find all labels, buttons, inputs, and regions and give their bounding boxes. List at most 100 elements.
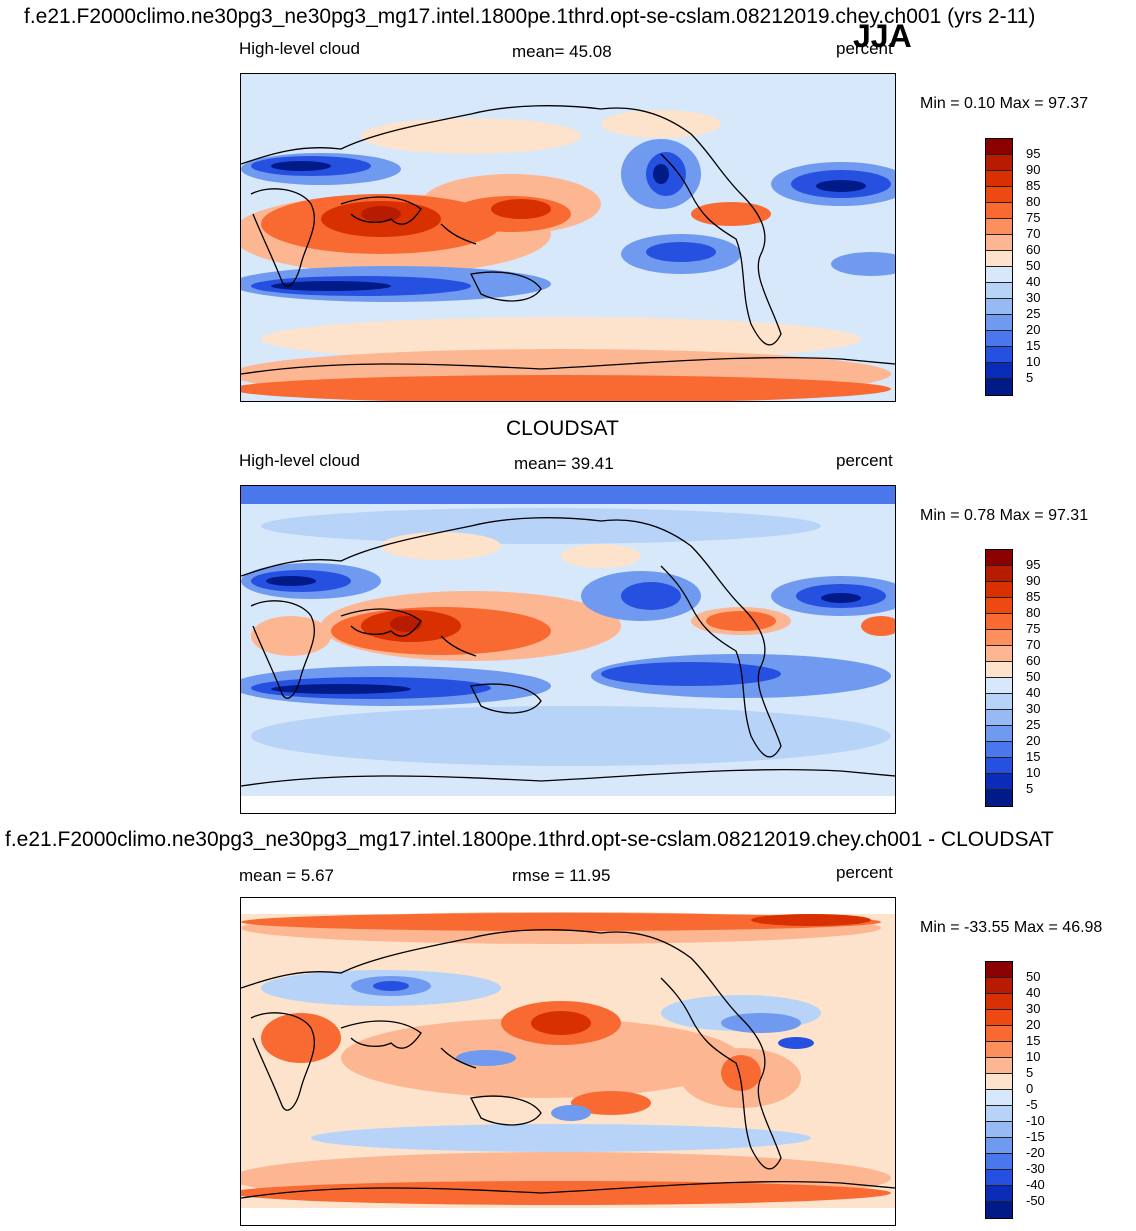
colorbar-tick-label: 50: [1026, 258, 1041, 273]
colorbar-swatch: [986, 139, 1012, 155]
colorbar-swatch: [986, 1026, 1012, 1042]
colorbar-tick-label: 15: [1026, 1033, 1041, 1048]
colorbar-swatch: [986, 630, 1012, 646]
panel2-title: CLOUDSAT: [506, 417, 619, 440]
colorbar-tick-label: 75: [1026, 621, 1041, 636]
panel3-minmax: Min = -33.55 Max = 46.98: [920, 919, 1103, 936]
colorbar-swatch: [986, 379, 1012, 395]
colorbar-swatch: [986, 662, 1012, 678]
colorbar-swatch: [986, 1154, 1012, 1170]
colorbar-swatch: [986, 283, 1012, 299]
map-cloudsat-high-cloud: [240, 485, 896, 814]
colorbar-swatch: [986, 598, 1012, 614]
panel1-minmax: Min = 0.10 Max = 97.37: [920, 95, 1089, 112]
colorbar-tick-label: 90: [1026, 162, 1041, 177]
panel2-minmax: Min = 0.78 Max = 97.31: [920, 507, 1089, 524]
colorbar-tick-label: 20: [1026, 322, 1041, 337]
panel2-units: percent: [836, 451, 893, 470]
colorbar-swatch: [986, 363, 1012, 379]
colorbar-swatch: [986, 566, 1012, 582]
colorbar-tick-label: 90: [1026, 573, 1041, 588]
colorbar-model: [985, 138, 1013, 396]
colorbar-tick-label: 85: [1026, 178, 1041, 193]
colorbar-tick-label: 40: [1026, 685, 1041, 700]
colorbar-swatch: [986, 331, 1012, 347]
colorbar-tick-label: 10: [1026, 354, 1041, 369]
map-difference-high-cloud: [240, 897, 896, 1226]
colorbar-tick-label: -10: [1026, 1113, 1045, 1128]
colorbar-tick-label: -50: [1026, 1193, 1045, 1208]
colorbar-tick-label: 40: [1026, 985, 1041, 1000]
colorbar-tick-label: 50: [1026, 969, 1041, 984]
colorbar-swatch: [986, 1074, 1012, 1090]
colorbar-tick-label: 30: [1026, 701, 1041, 716]
panel3-rmse: rmse = 11.95: [512, 866, 611, 885]
colorbar-tick-label: 25: [1026, 306, 1041, 321]
colorbar-swatch: [986, 758, 1012, 774]
colorbar-tick-label: 70: [1026, 637, 1041, 652]
colorbar-tick-label: -30: [1026, 1161, 1045, 1176]
colorbar-tick-label: 25: [1026, 717, 1041, 732]
colorbar-swatch: [986, 550, 1012, 566]
colorbar-tick-label: 20: [1026, 733, 1041, 748]
colorbar-swatch: [986, 235, 1012, 251]
colorbar-swatch: [986, 1010, 1012, 1026]
colorbar-swatch: [986, 994, 1012, 1010]
colorbar-swatch: [986, 1138, 1012, 1154]
colorbar-tick-label: 5: [1026, 370, 1034, 385]
colorbar-tick-label: 85: [1026, 589, 1041, 604]
colorbar-tick-label: 15: [1026, 749, 1041, 764]
colorbar-swatch: [986, 1058, 1012, 1074]
colorbar-swatch: [986, 347, 1012, 363]
colorbar-swatch: [986, 1122, 1012, 1138]
colorbar-swatch: [986, 962, 1012, 978]
colorbar-tick-label: 80: [1026, 605, 1041, 620]
colorbar-swatch: [986, 710, 1012, 726]
colorbar-swatch: [986, 1090, 1012, 1106]
map-model-high-cloud: [240, 73, 896, 402]
colorbar-tick-label: 10: [1026, 765, 1041, 780]
colorbar-tick-label: 15: [1026, 338, 1041, 353]
colorbar-swatch: [986, 219, 1012, 235]
colorbar-tick-label: -20: [1026, 1145, 1045, 1160]
colorbar-swatch: [986, 582, 1012, 598]
colorbar-swatch: [986, 790, 1012, 806]
colorbar-swatch: [986, 1106, 1012, 1122]
colorbar-swatch: [986, 187, 1012, 203]
panel2-variable: High-level cloud: [239, 451, 360, 470]
colorbar-tick-label: 80: [1026, 194, 1041, 209]
colorbar-tick-label: 70: [1026, 226, 1041, 241]
panel1-units: percent: [836, 39, 893, 58]
colorbar-swatch: [986, 614, 1012, 630]
colorbar-tick-label: 60: [1026, 653, 1041, 668]
colorbar-swatch: [986, 1202, 1012, 1218]
colorbar-tick-label: 60: [1026, 242, 1041, 257]
colorbar-swatch: [986, 694, 1012, 710]
colorbar-tick-label: -40: [1026, 1177, 1045, 1192]
colorbar-tick-label: 10: [1026, 1049, 1041, 1064]
colorbar-tick-label: 95: [1026, 146, 1041, 161]
colorbar-tick-label: 30: [1026, 290, 1041, 305]
colorbar-swatch: [986, 678, 1012, 694]
colorbar-tick-label: 30: [1026, 1001, 1041, 1016]
colorbar-tick-label: -15: [1026, 1129, 1045, 1144]
panel3-units: percent: [836, 863, 893, 882]
colorbar-tick-label: 0: [1026, 1081, 1034, 1096]
colorbar-tick-label: 20: [1026, 1017, 1041, 1032]
colorbar-swatch: [986, 646, 1012, 662]
colorbar-swatch: [986, 203, 1012, 219]
colorbar-swatch: [986, 267, 1012, 283]
colorbar-tick-label: 95: [1026, 557, 1041, 572]
colorbar-cloudsat: [985, 549, 1013, 807]
colorbar-swatch: [986, 1186, 1012, 1202]
colorbar-tick-label: 5: [1026, 1065, 1034, 1080]
panel1-variable: High-level cloud: [239, 39, 360, 58]
panel3-title: f.e21.F2000climo.ne30pg3_ne30pg3_mg17.in…: [5, 828, 1054, 851]
colorbar-swatch: [986, 171, 1012, 187]
colorbar-swatch: [986, 1042, 1012, 1058]
colorbar-swatch: [986, 978, 1012, 994]
colorbar-tick-label: -5: [1026, 1097, 1038, 1112]
panel1-title: f.e21.F2000climo.ne30pg3_ne30pg3_mg17.in…: [24, 5, 1036, 28]
colorbar-swatch: [986, 251, 1012, 267]
colorbar-tick-label: 50: [1026, 669, 1041, 684]
